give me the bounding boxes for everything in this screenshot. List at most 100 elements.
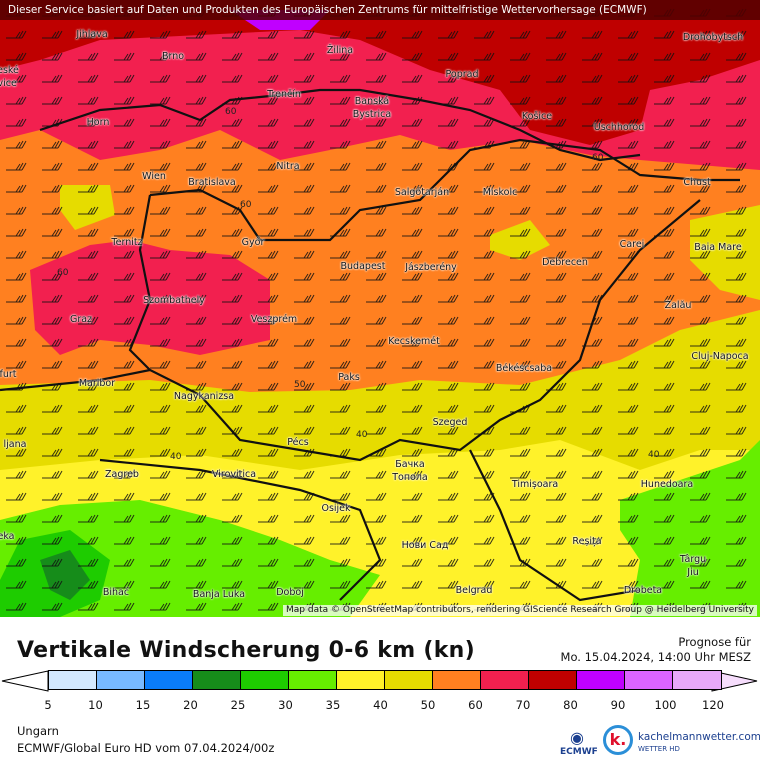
city-label: Paks	[338, 372, 360, 383]
legend-swatch	[529, 671, 577, 689]
legend-tick-label: 100	[654, 698, 677, 712]
forecast-label: Prognose für	[678, 635, 751, 649]
legend-tick-label: 90	[610, 698, 626, 712]
city-label: Virovitica	[211, 469, 257, 480]
weather-map[interactable]: Dieser Service basiert auf Daten und Pro…	[0, 0, 760, 617]
legend-tick-label: 10	[88, 698, 103, 712]
legend-tick-label: 30	[278, 698, 293, 712]
contour-label: 40	[170, 452, 182, 462]
city-label: eka	[0, 531, 15, 542]
city-label: Târgu	[679, 554, 707, 565]
city-label: Nagykanizsa	[173, 391, 235, 402]
city-label: Belgrad	[455, 585, 493, 596]
city-label: Doboj	[276, 587, 304, 598]
city-label: furt	[0, 369, 17, 380]
city-label: Kecskemét	[388, 336, 440, 347]
city-label: Hunedoara	[640, 479, 694, 490]
city-label: ljana	[3, 439, 27, 450]
legend-swatch	[289, 671, 337, 689]
legend-tick-label: 35	[325, 698, 341, 712]
legend-tick-label: 60	[468, 698, 483, 712]
city-label: Szombathely	[143, 295, 205, 306]
contour-label: 40	[356, 430, 368, 440]
legend-below-arrow	[1, 670, 49, 692]
city-label: Miskolc	[482, 187, 518, 198]
city-label: Győr	[241, 237, 265, 248]
legend-tick-label: 50	[420, 698, 436, 712]
legend-swatch	[193, 671, 241, 689]
legend-swatch	[145, 671, 193, 689]
contour-label: 40	[648, 450, 660, 460]
legend-tick-label: 40	[373, 698, 388, 712]
legend-tick-label: 80	[563, 698, 578, 712]
city-label: Timișoara	[511, 479, 559, 490]
forecast-datetime: Mo. 15.04.2024, 14:00 Uhr MESZ	[560, 650, 751, 664]
city-label: Košice	[521, 111, 553, 122]
city-label: ějovice	[0, 78, 17, 89]
city-label: Baia Mare	[694, 242, 742, 253]
region-name: Ungarn	[17, 724, 59, 738]
city-label: Brno	[161, 51, 185, 62]
city-label: Bihać	[102, 587, 130, 598]
city-label: Бачка	[395, 459, 425, 470]
city-label: Žilina	[326, 45, 354, 56]
legend-swatch	[577, 671, 625, 689]
city-label: Carei	[619, 239, 645, 250]
city-label: Veszprém	[250, 314, 298, 325]
city-label: Jihlava	[76, 29, 108, 40]
legend-tick-label: 70	[515, 698, 531, 712]
city-label: Chust	[683, 177, 711, 188]
kachelmann-logo[interactable]: k.	[603, 725, 633, 755]
city-label: eské	[0, 65, 19, 76]
ecmwf-notice: Dieser Service basiert auf Daten und Pro…	[0, 0, 760, 20]
legend-tick-label: 25	[230, 698, 246, 712]
legend-swatch	[625, 671, 673, 689]
contour-label: 60	[240, 200, 252, 210]
city-label: Uschhorod	[593, 122, 645, 133]
city-label: Graz	[69, 314, 93, 325]
contour-label: 60	[225, 107, 237, 117]
city-label: Salgótarján	[394, 187, 450, 198]
city-label: Cluj-Napoca	[691, 351, 749, 362]
legend-swatch	[673, 671, 721, 689]
legend-swatch	[241, 671, 289, 689]
city-label: Horn	[86, 117, 110, 128]
city-label: Bratislava	[188, 177, 236, 188]
color-legend	[48, 670, 722, 690]
city-label: Ternitz	[111, 237, 143, 248]
city-label: Zalău	[664, 300, 692, 311]
city-label: Drobeta	[623, 585, 663, 596]
city-label: Jászberény	[405, 262, 457, 273]
legend-tick-label: 20	[183, 698, 198, 712]
model-run: ECMWF/Global Euro HD vom 07.04.2024/00z	[17, 741, 275, 755]
city-label: Zagreb	[105, 469, 139, 480]
legend-swatch	[481, 671, 529, 689]
city-label: Békéscsaba	[495, 363, 553, 374]
map-credit[interactable]: Map data © OpenStreetMap contributors, r…	[283, 605, 757, 616]
legend-tick-label: 5	[44, 698, 52, 712]
city-label: Trenčín	[267, 89, 301, 100]
brand-name[interactable]: kachelmannwetter.com	[638, 731, 760, 743]
ecmwf-logo: ◉ ECMWF	[560, 728, 598, 757]
city-label: Nitra	[276, 161, 300, 172]
legend-tick-label: 15	[135, 698, 151, 712]
legend-swatch	[385, 671, 433, 689]
city-label: Banská	[354, 96, 390, 107]
city-label: Нови Сад	[401, 540, 449, 551]
city-label: Banja Luka	[192, 589, 246, 600]
legend-swatch	[97, 671, 145, 689]
city-label: Bystrica	[352, 109, 392, 120]
legend-swatch	[49, 671, 97, 689]
city-label: Drohobytsch	[682, 32, 744, 43]
city-label: Osijek	[321, 503, 351, 514]
legend-tick-label: 120	[702, 698, 724, 712]
chart-title: Vertikale Windscherung 0-6 km (kn)	[17, 638, 475, 663]
wind-shear-field	[0, 0, 760, 617]
city-label: Budapest	[340, 261, 386, 272]
city-label: Wien	[142, 171, 166, 182]
city-label: Jiu	[687, 567, 699, 578]
brand-subtitle: WETTER HD	[638, 745, 680, 753]
city-label: Debrecen	[542, 257, 588, 268]
city-label: Szeged	[432, 417, 468, 428]
city-label: Топола	[392, 472, 428, 483]
